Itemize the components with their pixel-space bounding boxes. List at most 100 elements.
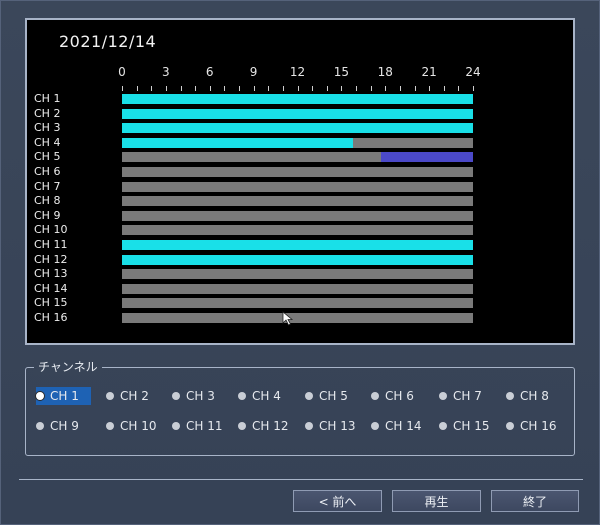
channel-row-label: CH 8 [34, 194, 61, 208]
hour-tick [473, 86, 474, 91]
channel-radio-1[interactable]: CH 1 [36, 387, 91, 405]
channel-radio-7[interactable]: CH 7 [439, 387, 482, 405]
channel-track[interactable] [122, 94, 473, 104]
channel-radio-4[interactable]: CH 4 [238, 387, 281, 405]
radio-dot-icon [439, 392, 447, 400]
channel-track[interactable] [122, 196, 473, 207]
channel-track[interactable] [122, 269, 473, 280]
radio-dot-icon [106, 422, 114, 430]
channel-radio-label: CH 8 [520, 389, 549, 403]
channel-track[interactable] [122, 123, 473, 134]
continuous-recording-segment [122, 94, 473, 104]
hour-tick-label: 0 [118, 65, 126, 79]
channel-radio-label: CH 15 [453, 419, 490, 433]
radio-dot-icon [506, 392, 514, 400]
hour-tick [151, 86, 153, 91]
channel-radio-9[interactable]: CH 9 [36, 417, 79, 435]
channel-track[interactable] [122, 167, 473, 177]
hour-tick [180, 86, 182, 91]
channel-radio-3[interactable]: CH 3 [172, 387, 215, 405]
channel-track[interactable] [122, 240, 473, 250]
channel-track[interactable] [122, 254, 473, 265]
motion-recording-segment [380, 152, 473, 163]
hour-tick [429, 86, 431, 91]
prev-button[interactable]: < 前へ [293, 490, 382, 512]
channel-radio-2[interactable]: CH 2 [106, 387, 149, 405]
divider [19, 479, 583, 480]
channel-radio-label: CH 14 [385, 419, 422, 433]
channel-radio-14[interactable]: CH 14 [371, 417, 422, 435]
channel-radio-12[interactable]: CH 12 [238, 417, 289, 435]
hour-tick [239, 86, 240, 91]
radio-dot-icon [36, 422, 44, 430]
exit-button[interactable]: 終了 [491, 490, 579, 512]
channel-track[interactable] [122, 283, 473, 294]
hour-tick [370, 86, 372, 91]
hour-tick-label: 12 [289, 65, 306, 79]
channel-radio-8[interactable]: CH 8 [506, 387, 549, 405]
mouse-pointer-icon [282, 311, 294, 326]
channel-track[interactable] [122, 313, 473, 323]
continuous-recording-segment [122, 240, 473, 250]
hour-tick [209, 86, 211, 91]
channel-track[interactable] [122, 152, 473, 163]
channel-track[interactable] [122, 225, 473, 236]
channel-radio-label: CH 10 [120, 419, 157, 433]
channel-radio-13[interactable]: CH 13 [305, 417, 356, 435]
hour-tick-label: 6 [205, 65, 214, 79]
channel-row-label: CH 7 [34, 179, 61, 193]
channel-track[interactable] [122, 298, 473, 309]
channel-group-legend: チャンネル [34, 358, 102, 375]
hour-tick [282, 86, 284, 91]
channel-track[interactable] [122, 137, 473, 148]
channel-radio-6[interactable]: CH 6 [371, 387, 414, 405]
channel-row-label: CH 9 [34, 208, 61, 222]
radio-dot-icon [371, 422, 379, 430]
channel-select-group: チャンネル CH 1 CH 2 CH 3 CH 4 CH 5 CH 6 CH 7 CH 8 CH… [25, 358, 575, 456]
channel-radio-11[interactable]: CH 11 [172, 417, 223, 435]
date-label: 2021/12/14 [59, 32, 157, 51]
hour-tick-label: 15 [333, 65, 350, 79]
hour-tick [458, 86, 460, 91]
play-button[interactable]: 再生 [392, 490, 481, 512]
radio-dot-icon [371, 392, 379, 400]
channel-radio-10[interactable]: CH 10 [106, 417, 157, 435]
hour-tick-label: 18 [377, 65, 393, 79]
hour-tick [356, 86, 357, 91]
channel-row-label: CH 4 [34, 135, 61, 149]
channel-row-label: CH 2 [34, 106, 61, 120]
continuous-recording-segment [122, 254, 473, 265]
channel-track[interactable] [122, 210, 473, 221]
radio-dot-icon [106, 392, 114, 400]
radio-dot-icon [305, 392, 313, 400]
channel-track[interactable] [122, 108, 473, 119]
hour-tick [195, 86, 197, 91]
hour-tick-label: 3 [162, 65, 170, 79]
radio-dot-icon [305, 422, 313, 430]
radio-dot-icon [172, 422, 180, 430]
channel-row-label: CH 1 [34, 92, 61, 105]
hour-tick [341, 86, 343, 91]
channel-row-label: CH 10 [34, 223, 68, 237]
channel-radio-15[interactable]: CH 15 [439, 417, 490, 435]
hour-tick [268, 86, 270, 91]
hour-tick [414, 86, 416, 91]
radio-dot-icon [36, 392, 44, 400]
hour-tick-label: 21 [421, 65, 437, 79]
channel-radio-16[interactable]: CH 16 [506, 417, 557, 435]
channel-track[interactable] [122, 181, 473, 192]
channel-radio-label: CH 1 [50, 389, 79, 403]
hour-tick-label: 24 [465, 65, 481, 79]
channel-radio-5[interactable]: CH 5 [305, 387, 348, 405]
channel-row-label: CH 5 [34, 150, 61, 164]
continuous-recording-segment [122, 123, 473, 134]
hour-tick [136, 86, 138, 91]
channel-row-label: CH 15 [34, 296, 68, 310]
radio-dot-icon [172, 392, 180, 400]
hour-tick [385, 86, 387, 91]
channel-radio-label: CH 16 [520, 419, 557, 433]
radio-dot-icon [439, 422, 447, 430]
channel-row-label: CH 14 [34, 281, 68, 295]
hour-tick [399, 86, 401, 91]
